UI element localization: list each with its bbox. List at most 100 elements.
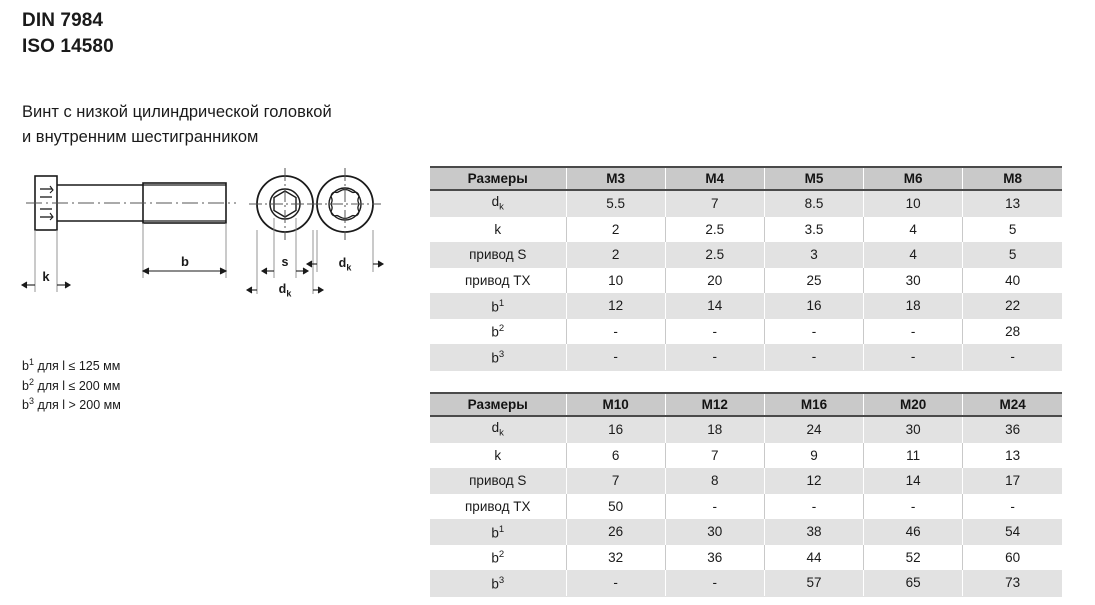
table-cell-value: 46 <box>863 519 963 545</box>
table-cell-value: 11 <box>863 442 963 468</box>
label-k: k <box>42 269 50 284</box>
table-cell-value: 73 <box>962 570 1062 597</box>
row-label-text: b <box>491 550 499 566</box>
row-label-superscript: 2 <box>498 549 505 560</box>
table-cell-value: 54 <box>962 519 1062 545</box>
table-cell-value: 44 <box>763 544 864 570</box>
header-cell-size: M4 <box>664 166 765 191</box>
table-row: b2- - - -28 <box>430 318 1062 344</box>
row-label-text: k <box>494 221 502 237</box>
dimension-b <box>141 267 228 275</box>
table-cell-value: - <box>863 493 963 519</box>
table-body: dk 16 18 24 30 36 k 6 7 9 11 13 привод S 7 8 12 14 17 прив… <box>430 416 1062 597</box>
table-cell-value: 2.5 <box>664 216 765 242</box>
row-label-text: привод S <box>469 473 527 489</box>
table-cell-value: - <box>565 344 666 371</box>
row-label: k <box>430 442 566 468</box>
table-row: k 6 7 9 11 13 <box>430 442 1062 468</box>
header-cell-label: Размеры <box>430 166 566 191</box>
footnote-symbol: b <box>22 359 29 374</box>
table-row: привод S 2 2.5 3 4 5 <box>430 242 1062 268</box>
footnote-superscript: 2 <box>28 376 34 387</box>
row-label: dk <box>430 416 566 443</box>
header-cell-size: M3 <box>565 166 666 191</box>
witness-lines <box>34 223 227 292</box>
row-label-superscript: 3 <box>498 348 505 360</box>
table-cell-value: 25 <box>763 267 864 293</box>
table-cell-value: 2 <box>565 242 666 268</box>
row-label-superscript: 1 <box>498 297 505 309</box>
table-cell-value: 7 <box>664 442 765 468</box>
table-cell-value: 2.5 <box>664 242 765 268</box>
table-cell-value: - <box>863 318 963 344</box>
hex-witness-lines <box>256 218 314 294</box>
row-label: b2 <box>430 544 566 570</box>
row-label-subscript: k <box>499 428 504 440</box>
table-cell-value: 26 <box>565 519 666 545</box>
footnote-superscript: 3 <box>28 396 34 407</box>
table-row: привод TX 50- - - - <box>430 493 1062 519</box>
row-label-superscript: 1 <box>498 523 505 535</box>
table-cell-value: 8 <box>664 468 765 494</box>
row-label-subscript: k <box>499 202 504 214</box>
table-cell-value: 5.5 <box>565 190 666 217</box>
table-body: dk 5.5 7 8.5 10 13 k 2 2.5 3.5 4 5 привод S 2 2.5 3 4 5 пр… <box>430 190 1062 371</box>
table-cell-value: 30 <box>863 267 963 293</box>
dimension-dk-hex <box>245 286 325 294</box>
row-label: привод TX <box>430 493 566 519</box>
table-cell-value: 16 <box>763 293 864 319</box>
row-label: b1 <box>430 293 566 319</box>
row-label: привод TX <box>430 267 566 293</box>
table-cell-value: - <box>565 318 666 344</box>
table-cell-value: 30 <box>863 416 963 443</box>
header-cell-size: M8 <box>962 166 1062 191</box>
footnote-3: b3 для l > 200 мм <box>22 394 121 414</box>
header-cell-size: M6 <box>863 166 963 191</box>
table-cell-value: 22 <box>962 293 1062 319</box>
table-row: dk 5.5 7 8.5 10 13 <box>430 190 1062 217</box>
label-s: s <box>282 255 289 269</box>
screw-drawing-svg: k b <box>20 168 385 299</box>
table-cell-value: 13 <box>962 442 1062 468</box>
table-cell-value: 65 <box>863 570 963 597</box>
header-cell-size: M10 <box>565 392 666 417</box>
table-cell-value: - <box>565 570 666 597</box>
head-socket-marks <box>40 185 54 221</box>
header-cell-size: M16 <box>763 392 864 417</box>
table-cell-value: 18 <box>863 293 963 319</box>
table-cell-value: 36 <box>664 544 765 570</box>
table-row: привод TX 10 20 25 30 40 <box>430 267 1062 293</box>
label-dk-hex: dk <box>279 282 293 299</box>
left-info-column: DIN 7984 ISO 14580 Винт с низкой цилиндр… <box>0 0 430 605</box>
table-cell-value: 36 <box>962 416 1062 443</box>
header-cell-size: M20 <box>863 392 963 417</box>
header-cell-size: M12 <box>664 392 765 417</box>
table-row: b1 12 14 16 18 22 <box>430 293 1062 319</box>
dimension-k <box>20 281 72 289</box>
row-label: привод S <box>430 242 566 268</box>
row-label-superscript: 3 <box>498 574 505 586</box>
row-label: k <box>430 216 566 242</box>
table-cell-value: 24 <box>763 416 864 443</box>
row-label: b1 <box>430 519 566 545</box>
footnote-symbol: b <box>22 378 29 393</box>
table-cell-value: 7 <box>565 468 666 494</box>
table-cell-value: - <box>664 344 765 371</box>
torx-witness-lines <box>316 230 374 272</box>
dimensions-table-small: Размеры M3 M4 M5 M6 M8 dk 5.5 7 8.5 10 13 k 2 2.5 3.5 4… <box>430 166 1062 371</box>
table-cell-value: 7 <box>664 190 765 217</box>
table-cell-value: 14 <box>664 293 765 319</box>
table-cell-value: 5 <box>962 216 1062 242</box>
row-label-text: b <box>491 299 499 314</box>
table-header: Размеры M3 M4 M5 M6 M8 <box>430 166 1062 191</box>
table-cell-value: 9 <box>763 442 864 468</box>
row-label: b2 <box>430 318 566 344</box>
description-line-1: Винт с низкой цилиндрической головкой <box>22 103 332 121</box>
footnote-superscript: 1 <box>28 357 34 367</box>
row-label-text: d <box>491 420 500 436</box>
table-cell-value: 30 <box>664 519 765 545</box>
table-cell-value: 10 <box>863 190 963 217</box>
table-cell-value: - <box>763 493 864 519</box>
table-cell-value: - <box>863 344 963 371</box>
row-label-text: привод TX <box>465 498 531 514</box>
